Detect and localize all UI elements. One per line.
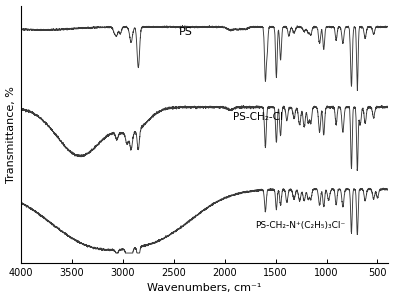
X-axis label: Wavenumbers, cm⁻¹: Wavenumbers, cm⁻¹ [147, 283, 262, 293]
Text: PS-CH₂-N⁺(C₂H₅)₃Cl⁻: PS-CH₂-N⁺(C₂H₅)₃Cl⁻ [255, 221, 346, 230]
Text: PS-CH₂-Cl: PS-CH₂-Cl [233, 112, 283, 122]
Y-axis label: Transmittance, %: Transmittance, % [6, 86, 15, 183]
Text: PS: PS [179, 27, 193, 37]
